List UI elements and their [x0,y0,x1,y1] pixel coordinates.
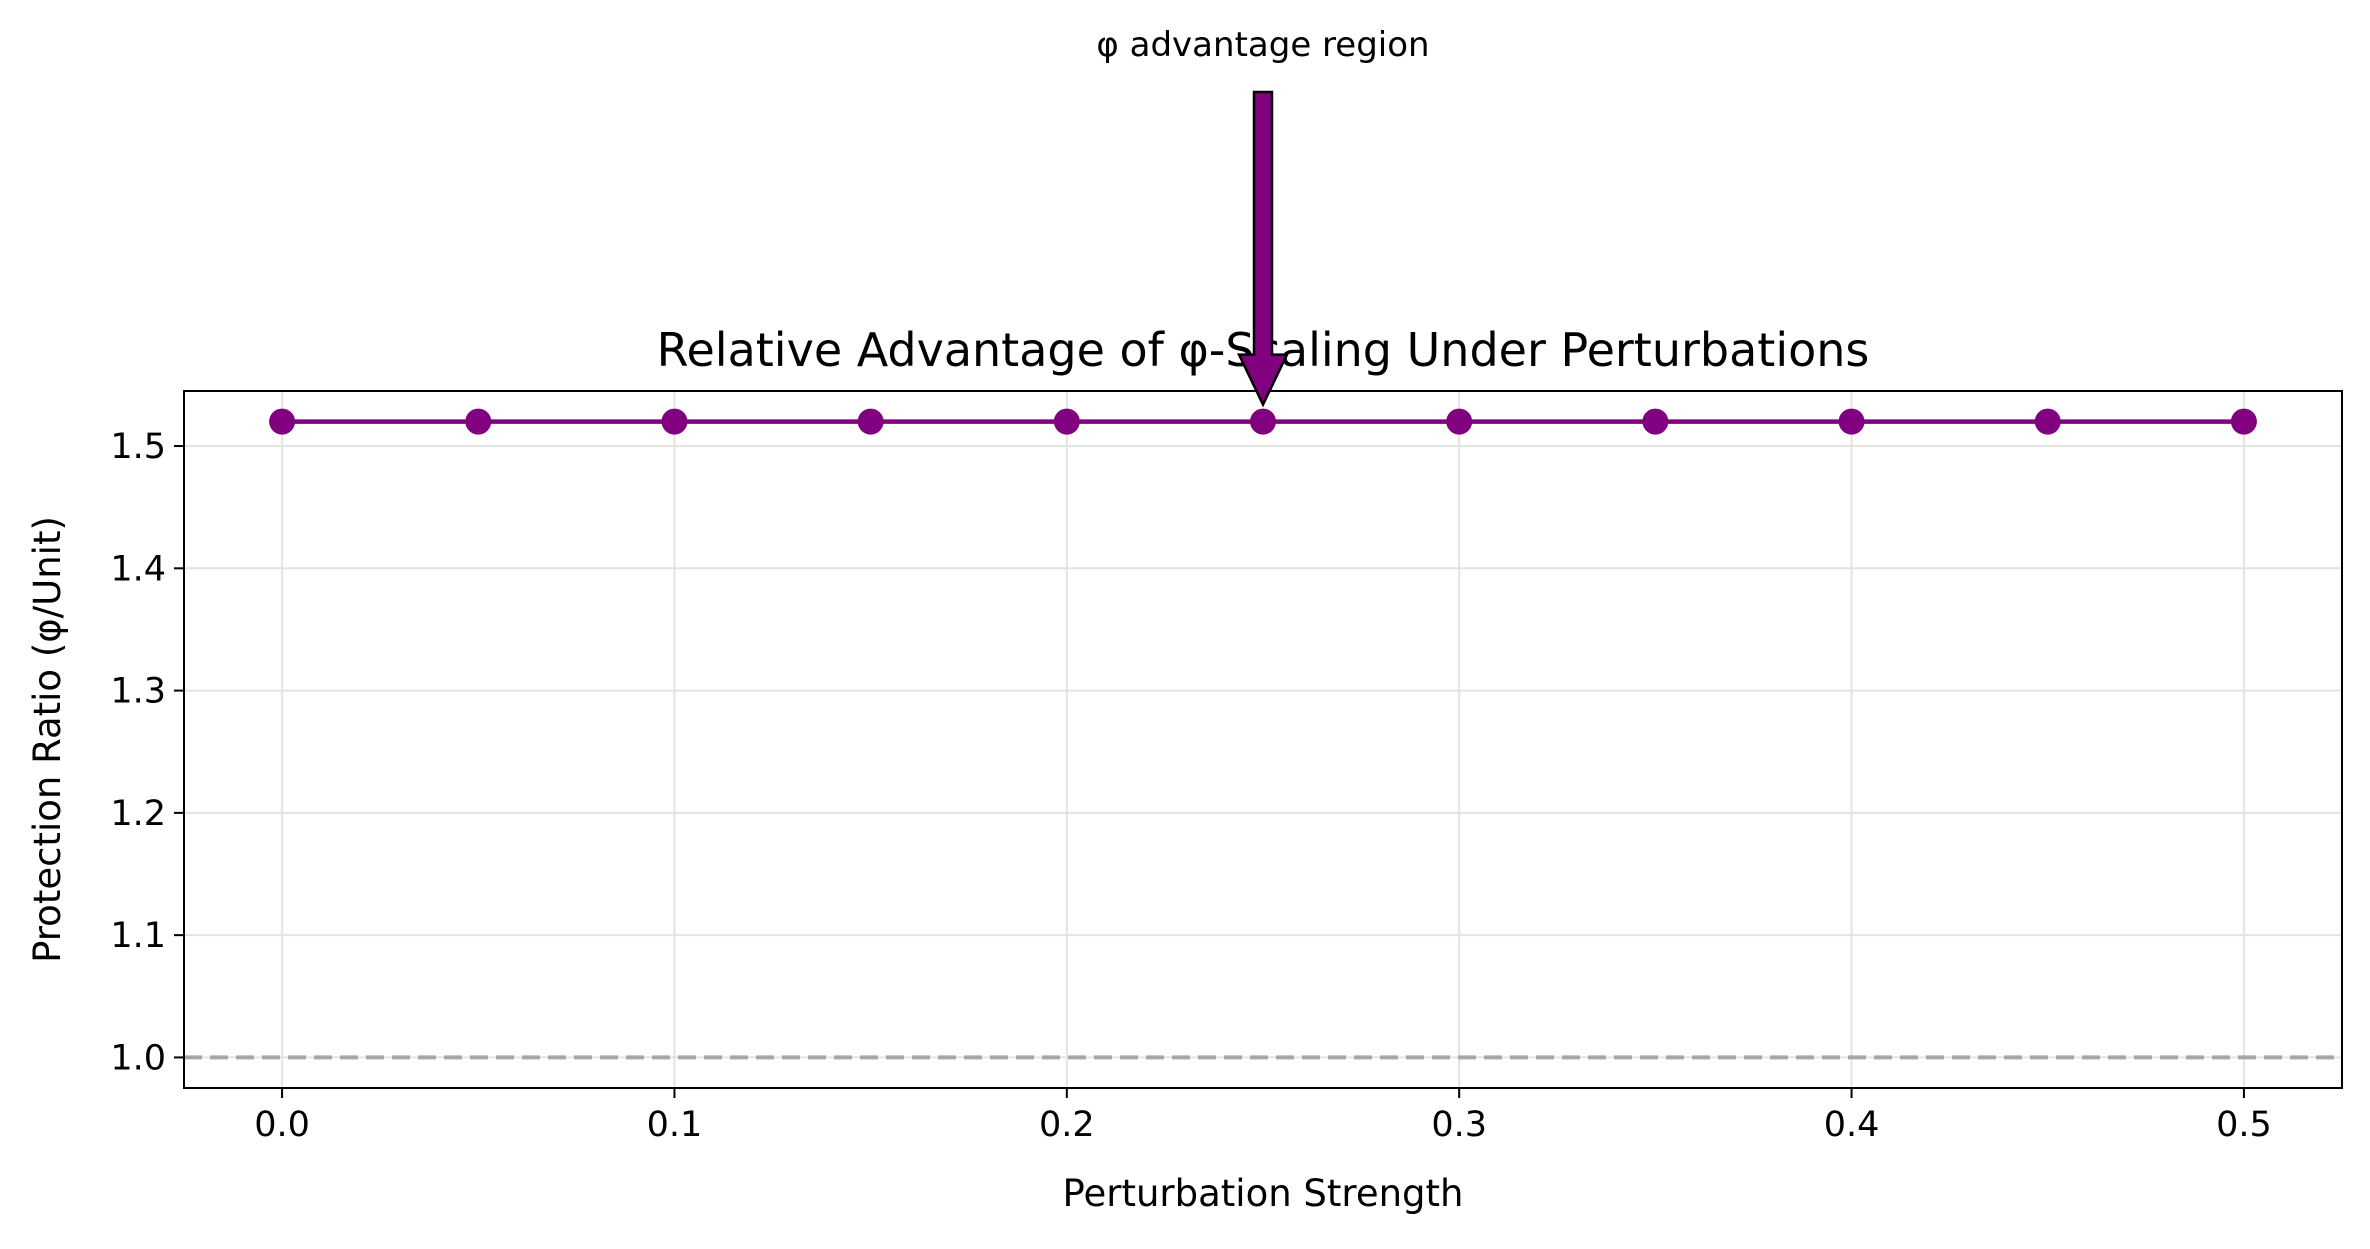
x-tick-label: 0.2 [1039,1105,1095,1145]
data-point [269,408,296,435]
data-point [2230,408,2257,435]
data-point [1446,408,1473,435]
annotation-arrow [1237,90,1289,408]
data-point [1053,408,1080,435]
y-tick-label: 1.4 [110,549,166,589]
tick-group: 0.0 0.1 0.2 0.3 0.4 0.5 1.0 1.1 1.2 1.3 1.4 1.5 [110,427,2271,1145]
data-point [857,408,884,435]
series-group [269,408,2257,435]
data-point [1838,408,1865,435]
data-point [465,408,492,435]
x-tick-label: 0.5 [2216,1105,2272,1145]
data-point [2034,408,2061,435]
x-tick-label: 0.0 [254,1105,310,1145]
data-point [1250,408,1276,435]
y-axis-label: Protection Ratio (φ/Unit) [26,516,69,963]
x-axis-label: Perturbation Strength [1063,1172,1464,1215]
x-tick-label: 0.4 [1824,1105,1880,1145]
data-point [1642,408,1669,435]
x-tick-label: 0.3 [1431,1105,1487,1145]
y-tick-label: 1.3 [110,672,166,712]
annotation-text: φ advantage region [1096,25,1429,65]
annotation-group: φ advantage region [1096,25,1430,408]
y-tick-label: 1.0 [110,1038,166,1078]
plot-frame [183,390,2343,1089]
x-tick-label: 0.1 [647,1105,703,1145]
y-tick-label: 1.5 [110,427,166,467]
y-tick-label: 1.1 [110,916,166,956]
y-tick-label: 1.2 [110,794,166,834]
grid-lines [184,391,2342,1088]
data-point [661,408,688,435]
